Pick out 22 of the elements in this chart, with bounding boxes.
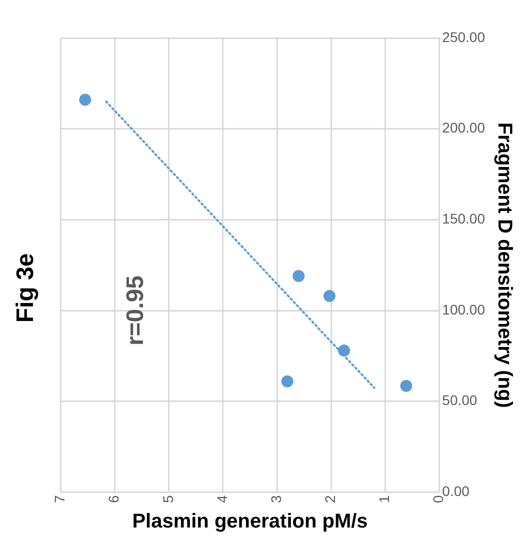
x-tick-label: 4 bbox=[214, 495, 230, 504]
y-axis-title: Fragment D densitometry (ng) bbox=[493, 122, 516, 408]
x-tick-label: 3 bbox=[268, 495, 284, 504]
x-tick-label: 5 bbox=[160, 495, 176, 504]
point bbox=[79, 94, 92, 106]
point bbox=[292, 270, 305, 282]
y-tick-label: 200.00 bbox=[442, 120, 486, 136]
x-tick-label: 7 bbox=[52, 495, 68, 504]
x-tick-label: 6 bbox=[106, 495, 122, 504]
text: Fig 3e bbox=[12, 253, 40, 323]
y-tick-label: 50.00 bbox=[442, 392, 478, 408]
point bbox=[281, 375, 294, 388]
y-tick-label: 250.00 bbox=[442, 28, 486, 45]
y-tick-label: 100.00 bbox=[442, 301, 486, 318]
point bbox=[400, 380, 412, 392]
y-tick-label: 150.00 bbox=[442, 210, 486, 227]
x-axis-title: Plasmin generation pM/s bbox=[132, 510, 368, 533]
x-tick-label: 1 bbox=[376, 495, 392, 504]
point bbox=[338, 344, 350, 356]
point bbox=[323, 290, 336, 302]
annotation: r=0.95 bbox=[122, 275, 150, 346]
x-tick-label: 2 bbox=[322, 495, 338, 504]
